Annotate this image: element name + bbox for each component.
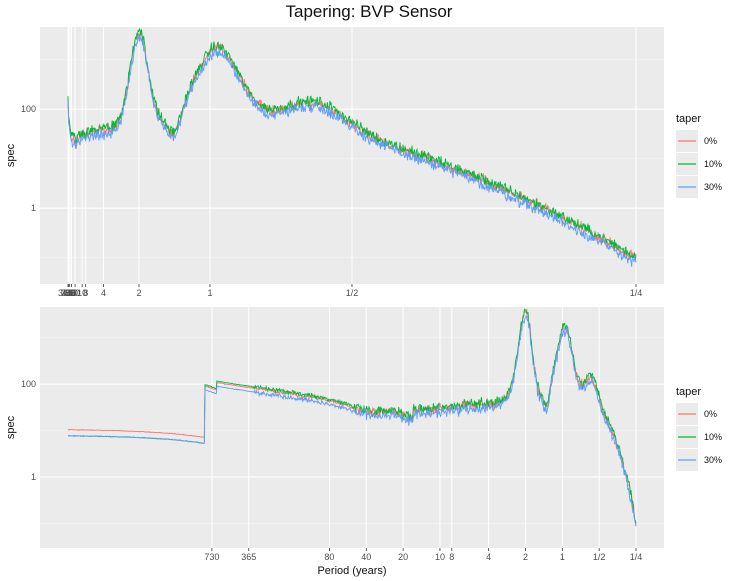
series-line-30% (67, 315, 637, 527)
series-line-10% (67, 27, 637, 261)
x-axis-title: Period (years) (317, 565, 386, 577)
series-line-0% (67, 308, 637, 525)
y-tick-label: 1 (31, 203, 36, 213)
x-tick-label: 80 (324, 552, 334, 562)
x-tick-label: 4 (101, 288, 106, 298)
x-tick-label: 730 (61, 288, 76, 298)
x-tick-label: 1 (207, 288, 212, 298)
x-tick-label: 1 (560, 552, 565, 562)
legend-title: taper (676, 386, 701, 398)
x-tick-label: 3650 (58, 288, 78, 298)
x-tick-label: 2 (136, 288, 141, 298)
x-tick-label: 10 (77, 288, 87, 298)
y-axis-title: spec (5, 415, 17, 439)
x-tick-label: 2 (523, 552, 528, 562)
y-tick-label: 100 (21, 379, 36, 389)
chart-title: Tapering: BVP Sensor (285, 2, 453, 21)
x-tick-label: 20 (70, 288, 80, 298)
y-axis-title: spec (5, 143, 17, 167)
x-tick-label: 80 (65, 288, 75, 298)
legend-label: 0% (704, 136, 717, 146)
legend-label: 30% (704, 455, 722, 465)
x-tick-label: 20 (398, 552, 408, 562)
x-tick-label: 730 (204, 552, 219, 562)
x-tick-label: 10 (435, 552, 445, 562)
legend-label: 30% (704, 182, 722, 192)
y-tick-label: 100 (21, 104, 36, 114)
x-tick-label: 40 (67, 288, 77, 298)
x-tick-label: 1/4 (630, 288, 643, 298)
legend: taper 0% 10% 30% (676, 386, 722, 471)
panel-2: 1 100 730 365 80 40 20 10 8 4 2 1 1/2 1/4 spec Period (… (5, 307, 722, 577)
x-tick-label: 1/2 (346, 288, 359, 298)
x-tick-label: 365 (61, 288, 76, 298)
x-tick-label: 4 (486, 552, 491, 562)
x-tick-label: 1/4 (630, 552, 643, 562)
y-tick-label: 1 (31, 472, 36, 482)
legend-title: taper (676, 113, 701, 125)
legend-label: 10% (704, 159, 722, 169)
x-tick-label: 1/2 (593, 552, 606, 562)
legend: taper 0% 10% 30% (676, 113, 722, 198)
x-tick-label: 8 (449, 552, 454, 562)
x-tick-label: 365 (241, 552, 256, 562)
x-tick-label: 8 (83, 288, 88, 298)
legend-label: 10% (704, 432, 722, 442)
series-line-30% (67, 34, 637, 267)
plot-background (40, 307, 664, 548)
legend-label: 0% (704, 409, 717, 419)
x-tick-label: 40 (361, 552, 371, 562)
